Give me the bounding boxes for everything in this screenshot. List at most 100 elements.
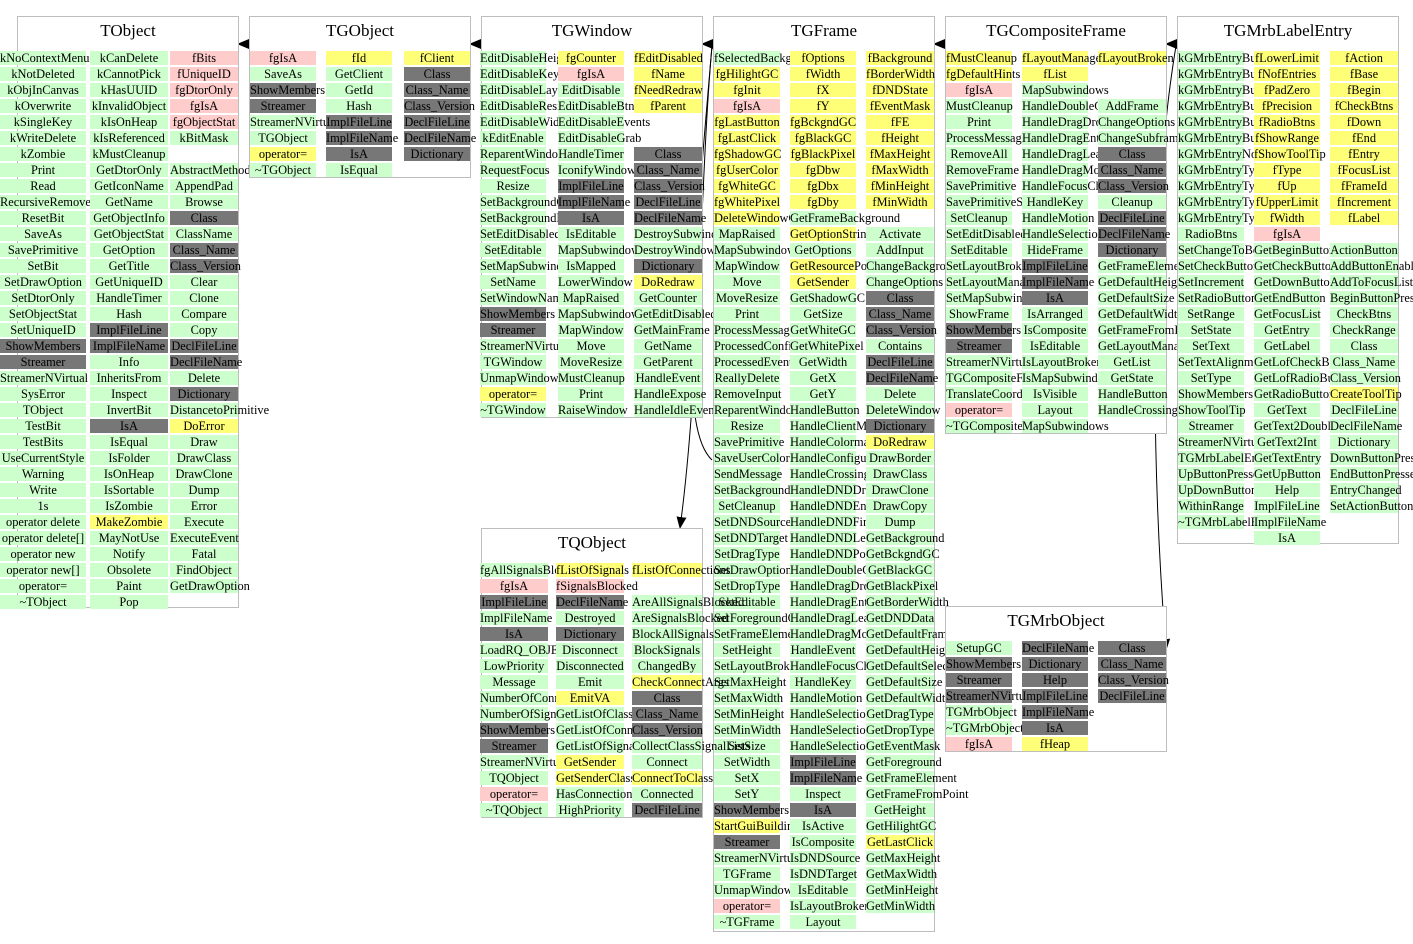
member-isvisible[interactable]: IsVisible bbox=[1022, 387, 1088, 401]
member-kgmrbentrybuttondown[interactable]: kGMrbEntryButtonDown bbox=[1178, 83, 1307, 97]
member-editdisablewidth[interactable]: EditDisableWidth bbox=[480, 115, 569, 129]
member-getmaxwidth[interactable]: GetMaxWidth bbox=[866, 867, 938, 881]
member-saveprimitive[interactable]: SavePrimitive bbox=[946, 179, 1017, 193]
member-removeframe[interactable]: RemoveFrame bbox=[946, 163, 1019, 177]
member-getname[interactable]: GetName bbox=[634, 339, 702, 353]
member-clone[interactable]: Clone bbox=[170, 291, 238, 305]
member-fpadzero[interactable]: fPadZero bbox=[1254, 83, 1320, 97]
member-keditenable[interactable]: kEditEnable bbox=[480, 131, 546, 145]
member-emit[interactable]: Emit bbox=[556, 675, 624, 689]
member-implfileline[interactable]: ImplFileLine bbox=[480, 595, 548, 609]
member-handlecolormapchange[interactable]: HandleColormapChange bbox=[790, 435, 914, 449]
member-write[interactable]: Write bbox=[0, 483, 86, 497]
member-hideframe[interactable]: HideFrame bbox=[1022, 243, 1088, 257]
member-setminwidth[interactable]: SetMinWidth bbox=[714, 723, 781, 737]
member-dictionary[interactable]: Dictionary bbox=[404, 147, 470, 161]
member-mapwindow[interactable]: MapWindow bbox=[558, 323, 624, 337]
member-setmaxheight[interactable]: SetMaxHeight bbox=[714, 675, 787, 689]
member-flayoutbroken[interactable]: fLayoutBroken bbox=[1098, 51, 1174, 65]
member-error[interactable]: Error bbox=[170, 499, 238, 513]
member-showmembers[interactable]: ShowMembers bbox=[250, 83, 326, 97]
member-fgwhitegc[interactable]: fgWhiteGC bbox=[714, 179, 780, 193]
member-addinput[interactable]: AddInput bbox=[866, 243, 934, 257]
member-fgcounter[interactable]: fgCounter bbox=[558, 51, 624, 65]
member-getblackgc[interactable]: GetBlackGC bbox=[866, 563, 934, 577]
member-implfileline[interactable]: ImplFileLine bbox=[1022, 259, 1088, 273]
member-resize[interactable]: Resize bbox=[714, 419, 780, 433]
member-iscomposite[interactable]: IsComposite bbox=[1022, 323, 1088, 337]
member-handleselectionclear[interactable]: HandleSelectionClear bbox=[790, 723, 899, 737]
member-setdroptype[interactable]: SetDropType bbox=[714, 579, 780, 593]
member-setcleanup[interactable]: SetCleanup bbox=[714, 499, 780, 513]
member-islayoutbroken[interactable]: IsLayoutBroken bbox=[790, 899, 871, 913]
member-operator[interactable]: operator= bbox=[480, 387, 546, 401]
member-endbuttonpressed[interactable]: EndButtonPressed bbox=[1330, 467, 1413, 481]
member-isa[interactable]: IsA bbox=[90, 419, 168, 433]
member-doerror[interactable]: DoError bbox=[170, 419, 238, 433]
member-seteditable[interactable]: SetEditable bbox=[480, 243, 546, 257]
member-dictionary[interactable]: Dictionary bbox=[1098, 243, 1166, 257]
member-deletewindowcalled[interactable]: DeleteWindowCalled bbox=[714, 211, 821, 225]
member-gettext2double[interactable]: GetText2Double bbox=[1254, 419, 1337, 433]
member-setframeelement[interactable]: SetFrameElement bbox=[714, 627, 803, 641]
member-getsender[interactable]: GetSender bbox=[790, 275, 856, 289]
member-flayoutmanager[interactable]: fLayoutManager bbox=[1022, 51, 1106, 65]
member-layout[interactable]: Layout bbox=[1022, 403, 1088, 417]
member-cleanup[interactable]: Cleanup bbox=[1098, 195, 1166, 209]
member-checkbtns[interactable]: CheckBtns bbox=[1330, 307, 1398, 321]
member-handledndleave[interactable]: HandleDNDLeave bbox=[790, 531, 883, 545]
member-fgshadowgc[interactable]: fgShadowGC bbox=[714, 147, 782, 161]
member-class-version[interactable]: Class_Version bbox=[1098, 673, 1169, 687]
member-fup[interactable]: fUp bbox=[1254, 179, 1320, 193]
member-getlistofsignals[interactable]: GetListOfSignals bbox=[556, 739, 643, 753]
member-move[interactable]: Move bbox=[558, 339, 624, 353]
member-fgobjectstat[interactable]: fgObjectStat bbox=[170, 115, 238, 129]
member-fgdefaulthints[interactable]: fgDefaultHints bbox=[946, 67, 1021, 81]
member-getdefaultsize[interactable]: GetDefaultSize bbox=[866, 675, 943, 689]
member-kobjincanvas[interactable]: kObjInCanvas bbox=[0, 83, 86, 97]
member-fupperlimit[interactable]: fUpperLimit bbox=[1254, 195, 1320, 209]
member-getdrawoption[interactable]: GetDrawOption bbox=[170, 579, 250, 593]
member-getcounter[interactable]: GetCounter bbox=[634, 291, 702, 305]
member-handleclientmessage[interactable]: HandleClientMessage bbox=[790, 419, 900, 433]
member-appendpad[interactable]: AppendPad bbox=[170, 179, 238, 193]
member-getbeginbutton[interactable]: GetBeginButton bbox=[1254, 243, 1336, 257]
member-declfilename[interactable]: DeclFileName bbox=[1098, 227, 1171, 241]
member-handleevent[interactable]: HandleEvent bbox=[790, 643, 856, 657]
member-fgbckgndgc[interactable]: fgBckgndGC bbox=[790, 115, 857, 129]
member-iszombie[interactable]: IsZombie bbox=[90, 499, 168, 513]
member-class-name[interactable]: Class_Name bbox=[1098, 657, 1166, 671]
member-kgmrbentrybuttonradio[interactable]: kGMrbEntryButtonRadio bbox=[1178, 115, 1306, 129]
member-getminwidth[interactable]: GetMinWidth bbox=[866, 899, 936, 913]
member-mapsubwindows[interactable]: MapSubwindows bbox=[1022, 83, 1109, 97]
member-fglastbutton[interactable]: fgLastButton bbox=[714, 115, 780, 129]
member-seteditdisabled[interactable]: SetEditDisabled bbox=[946, 227, 1027, 241]
member-streamernvirtual[interactable]: StreamerNVirtual bbox=[946, 689, 1035, 703]
member-showmembers[interactable]: ShowMembers bbox=[480, 723, 556, 737]
class-node-tgmrbobject[interactable]: TGMrbObject SetupGC ShowMembers Streamer St… bbox=[945, 606, 1169, 752]
member-handlefocuschange[interactable]: HandleFocusChange bbox=[1022, 179, 1126, 193]
member-settextalignment[interactable]: SetTextAlignment bbox=[1178, 355, 1269, 369]
member-getsender[interactable]: GetSender bbox=[556, 755, 624, 769]
member-setbackgroundcolor[interactable]: SetBackgroundColor bbox=[714, 483, 819, 497]
member-print[interactable]: Print bbox=[558, 387, 624, 401]
member-implfilename[interactable]: ImplFileName bbox=[326, 131, 399, 145]
member-fradiobtns[interactable]: fRadioBtns bbox=[1254, 115, 1320, 129]
member-saveprimitivesubframes[interactable]: SavePrimitiveSubframes bbox=[946, 195, 1070, 209]
member-getendbutton[interactable]: GetEndButton bbox=[1254, 291, 1326, 305]
member-class-version[interactable]: Class_Version bbox=[1098, 179, 1169, 193]
class-node-tgcompositeframe[interactable]: TGCompositeFrame fMustCleanup fgDefaultHi… bbox=[945, 16, 1249, 434]
member-getmainframe[interactable]: GetMainFrame bbox=[634, 323, 710, 337]
member-gettextentry[interactable]: GetTextEntry bbox=[1254, 451, 1322, 465]
member-fparent[interactable]: fParent bbox=[634, 99, 702, 113]
member-setmaxwidth[interactable]: SetMaxWidth bbox=[714, 691, 784, 705]
member-kgmrbentrytypedouble[interactable]: kGMrbEntryTypeDouble bbox=[1178, 195, 1304, 209]
member-ksinglekey[interactable]: kSingleKey bbox=[0, 115, 86, 129]
member-class-name[interactable]: Class_Name bbox=[404, 83, 470, 97]
member-maynotuse[interactable]: MayNotUse bbox=[90, 531, 168, 545]
member-fnofentries[interactable]: fNofEntries bbox=[1254, 67, 1320, 81]
member-ffe[interactable]: fFE bbox=[866, 115, 934, 129]
member-getlistofclasssignals[interactable]: GetListOfClassSignals bbox=[556, 707, 670, 721]
member-sety[interactable]: SetY bbox=[714, 787, 780, 801]
member-koverwrite[interactable]: kOverwrite bbox=[0, 99, 86, 113]
